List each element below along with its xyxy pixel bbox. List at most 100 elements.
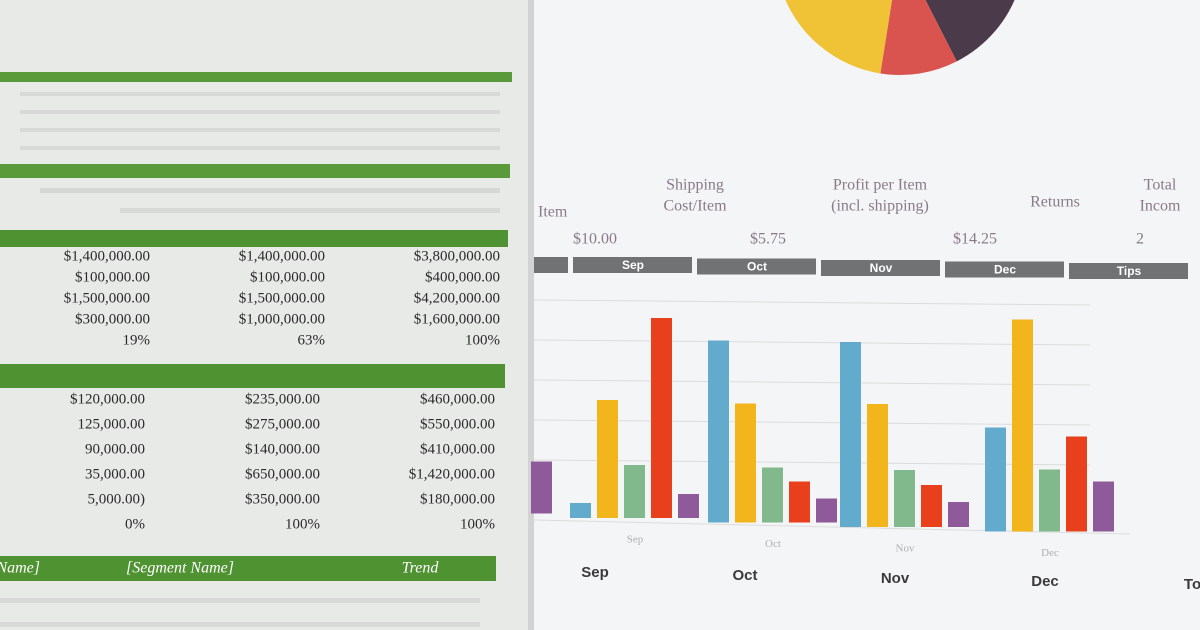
green-bar (0, 164, 510, 178)
cell: 90,000.00 (85, 441, 145, 457)
cell: $275,000.00 (245, 416, 320, 432)
bar (708, 340, 729, 523)
header-bar (534, 257, 568, 273)
month-header: Nov (870, 261, 893, 275)
month-header: Sep (622, 258, 644, 272)
cell: 63% (298, 332, 326, 348)
green-bar (0, 230, 508, 247)
value-text: $14.25 (953, 231, 997, 248)
bar (570, 503, 591, 518)
cell: $235,000.00 (245, 391, 320, 407)
header-text: Total (1144, 177, 1177, 194)
header-text: (incl. shipping) (831, 198, 929, 215)
header-text: Incom (1140, 198, 1181, 215)
bar (867, 404, 888, 527)
cell: 19% (123, 332, 151, 348)
cell: $1,000,000.00 (239, 311, 325, 327)
bar (624, 465, 645, 518)
bar (762, 467, 783, 523)
cell: $3,800,000.00 (414, 248, 500, 264)
left-paper (0, 0, 528, 630)
month-header: Tips (1117, 264, 1142, 278)
cell: $140,000.00 (245, 441, 320, 457)
month-label: Oct (732, 567, 757, 584)
paper-edge (528, 0, 534, 630)
cell: 125,000.00 (78, 416, 146, 432)
cell: $300,000.00 (75, 311, 150, 327)
month-header: Dec (994, 263, 1016, 277)
green-bar (0, 364, 505, 388)
cell: $100,000.00 (250, 269, 325, 285)
cell: $1,400,000.00 (239, 248, 325, 264)
x-tick-label: Nov (896, 543, 915, 555)
month-label: Sep (581, 564, 609, 581)
green-bar (0, 72, 512, 82)
bar (1012, 319, 1033, 532)
right-paper (528, 0, 1200, 630)
cell: 5,000.00) (88, 491, 146, 507)
x-tick-label: Dec (1041, 547, 1059, 559)
cell: $650,000.00 (245, 466, 320, 482)
cell: 0% (125, 516, 145, 532)
blurred-rows (0, 92, 500, 627)
cell: $180,000.00 (420, 491, 495, 507)
bar (531, 461, 552, 514)
bar (948, 502, 969, 527)
cell: $400,000.00 (425, 269, 500, 285)
bar (1093, 481, 1114, 532)
month-label: Dec (1031, 573, 1059, 590)
bar (921, 485, 942, 527)
cell: $410,000.00 (420, 441, 495, 457)
green-bar (0, 556, 496, 581)
header-bar (821, 260, 940, 276)
header-text: Shipping (666, 177, 724, 194)
cell: 100% (465, 332, 500, 348)
bar (816, 498, 837, 523)
bar (597, 400, 618, 518)
cell: 100% (460, 516, 495, 532)
month-label: Nov (881, 570, 910, 587)
value-text: 2 (1136, 231, 1144, 248)
header-text: Item (538, 204, 568, 221)
header-text: Profit per Item (833, 177, 928, 194)
bar (1066, 436, 1087, 532)
month-label: Tot (1184, 576, 1200, 593)
header-bar (697, 258, 816, 275)
header-bar (945, 261, 1064, 278)
x-tick-label: Oct (765, 538, 781, 550)
cell: $1,500,000.00 (64, 290, 150, 306)
cell: $1,600,000.00 (414, 311, 500, 327)
bar (985, 427, 1006, 532)
bar (678, 494, 699, 518)
cell: $350,000.00 (245, 491, 320, 507)
bar (840, 342, 861, 527)
cell: $1,420,000.00 (409, 466, 495, 482)
column-header: [Segment Name] (126, 560, 234, 577)
header-text: Returns (1030, 194, 1080, 211)
cell: $100,000.00 (75, 269, 150, 285)
bar (789, 481, 810, 523)
x-tick-label: Sep (627, 534, 644, 546)
month-header: Oct (747, 260, 767, 274)
cell: $460,000.00 (420, 391, 495, 407)
bar (894, 470, 915, 527)
cell: $4,200,000.00 (414, 290, 500, 306)
cell: $1,400,000.00 (64, 248, 150, 264)
value-text: $10.00 (573, 231, 617, 248)
pie-slice (925, 0, 1015, 62)
cell: $120,000.00 (70, 391, 145, 407)
cell: 100% (285, 516, 320, 532)
cell: $550,000.00 (420, 416, 495, 432)
cell: $1,500,000.00 (239, 290, 325, 306)
column-header: Trend (402, 560, 440, 577)
header-bar (1069, 263, 1188, 279)
pie-slice (880, 0, 957, 75)
value-text: $5.75 (750, 231, 786, 248)
header-text: Cost/Item (663, 198, 727, 215)
cell: 35,000.00 (85, 466, 145, 482)
bar (735, 403, 756, 523)
bar (1039, 469, 1060, 532)
bar (651, 318, 672, 518)
